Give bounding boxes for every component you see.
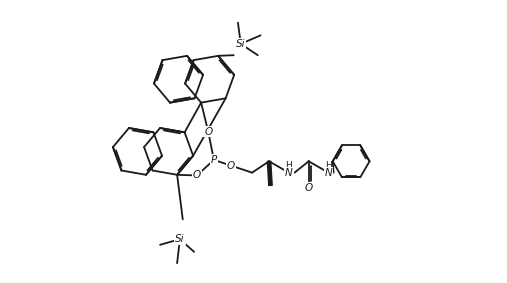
Text: O: O [204, 127, 212, 137]
Text: N: N [324, 168, 333, 178]
Polygon shape [267, 161, 272, 185]
Text: Si: Si [236, 39, 245, 49]
Text: H: H [285, 161, 292, 170]
Text: O: O [227, 160, 235, 171]
Text: O: O [305, 183, 313, 193]
Text: Si: Si [175, 234, 185, 244]
Text: P: P [211, 155, 217, 165]
Text: H: H [325, 161, 332, 170]
Text: O: O [193, 170, 201, 181]
Text: N: N [285, 168, 293, 178]
